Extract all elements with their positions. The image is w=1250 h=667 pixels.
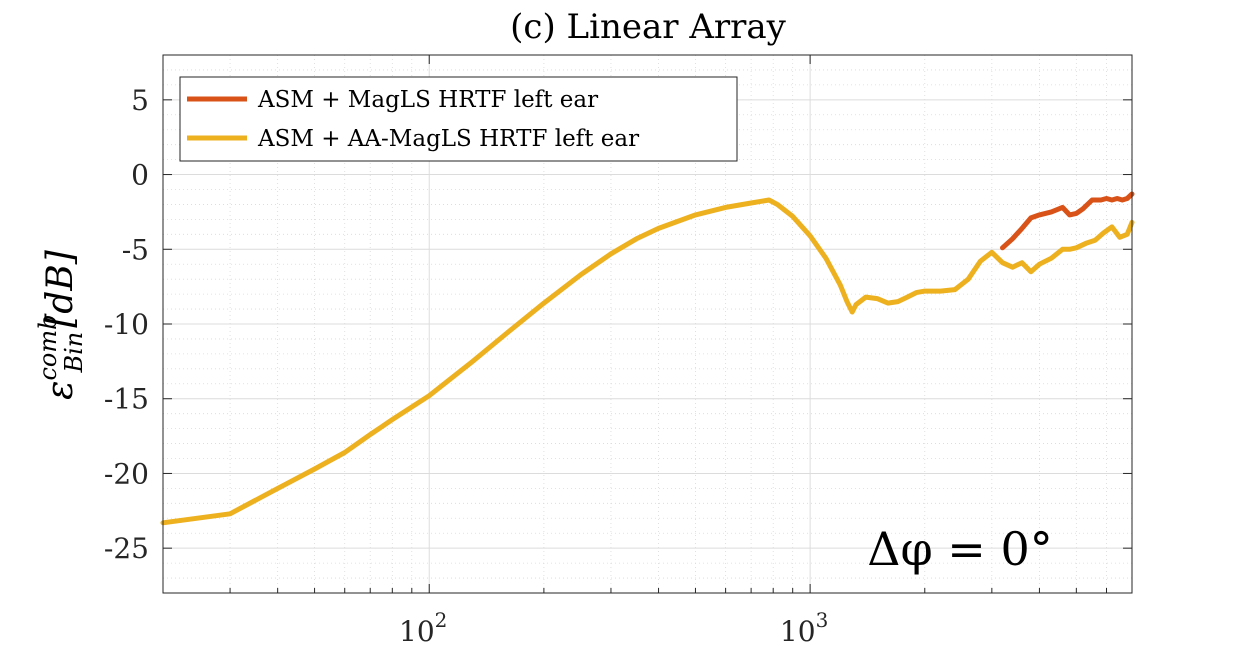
y-tick-labels: 5 0 -5 -10 -15 -20 -25 [104, 84, 149, 565]
x-tick-label: 103 [780, 608, 828, 648]
series-line-aa-maglss [160, 197, 1135, 526]
ylabel-sub: Bin [60, 332, 88, 374]
legend: ASM + MagLS HRTF left ear ASM + AA-MagLS… [179, 76, 738, 162]
series-layer [160, 191, 1135, 526]
legend-label-aa-maglss: ASM + AA-MagLS HRTF left ear [257, 126, 639, 152]
y-tick-label: -25 [104, 532, 149, 565]
x-tick-label: 102 [399, 608, 447, 648]
chart-title: (c) Linear Array [510, 7, 787, 47]
y-tick-label: 0 [131, 159, 149, 192]
delta-phi-annotation: Δφ = 0° [867, 522, 1052, 576]
y-tick-label: -15 [104, 383, 149, 416]
series-line-maglss [1000, 191, 1135, 251]
y-tick-label: -5 [122, 233, 149, 266]
y-tick-label: 5 [131, 84, 149, 117]
y-tick-label: -10 [104, 308, 149, 341]
ylabel-symbol: ε [40, 381, 81, 400]
y-axis-label: εcombBin [dB] [34, 249, 88, 400]
y-axis-label-text: εcombBin [dB] [34, 249, 88, 400]
ylabel-sup: comb [34, 315, 62, 381]
axis-ticks [162, 55, 1133, 593]
x-tick-labels: 102 103 [399, 608, 828, 648]
y-tick-label: -20 [104, 457, 149, 490]
legend-label-maglss: ASM + MagLS HRTF left ear [257, 87, 598, 113]
legend-box [179, 76, 738, 162]
ylabel-unit: [dB] [40, 249, 81, 328]
